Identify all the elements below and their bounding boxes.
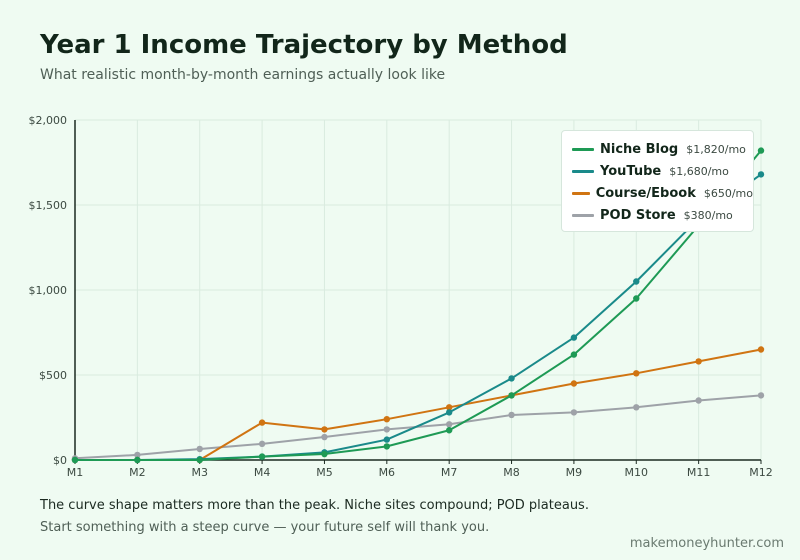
data-point-niche-blog [321, 450, 328, 458]
data-point-pod-store [258, 440, 266, 448]
axes: $0 $500 $1,000 $1,500 $2,000 M1 M2 M3 M4 M5 M6 M7 M8… [29, 114, 773, 479]
data-point-pod-store [196, 445, 203, 453]
x-tick-label: M2 [129, 466, 146, 479]
data-point-course-ebook [570, 380, 578, 387]
data-point-course-ebook [695, 358, 702, 365]
data-point-course-ebook [757, 346, 765, 353]
data-point-youtube [383, 436, 391, 443]
series-niche-blog [71, 147, 765, 464]
legend-item-course-ebook: Course/Ebook $650/mo [572, 182, 753, 204]
legend-label: POD Store [600, 207, 676, 223]
data-point-niche-blog [508, 392, 515, 399]
data-point-niche-blog [633, 295, 640, 302]
legend-value: $380/mo [683, 208, 733, 222]
data-point-pod-store [757, 392, 765, 399]
data-point-pod-store [508, 411, 515, 419]
y-tick-label: $500 [39, 369, 67, 382]
x-tick-label: M12 [749, 466, 773, 479]
legend-item-niche-blog: Niche Blog $1,820/mo [572, 138, 753, 160]
data-point-niche-blog [71, 456, 79, 464]
x-tick-label: M3 [191, 466, 208, 479]
data-point-niche-blog [258, 453, 266, 460]
legend-item-pod-store: POD Store $380/mo [572, 204, 753, 226]
data-point-pod-store [570, 409, 578, 416]
data-point-pod-store [383, 426, 391, 433]
data-point-youtube [445, 409, 453, 416]
legend-swatch [572, 147, 594, 151]
data-point-pod-store [321, 433, 328, 441]
data-point-course-ebook [258, 419, 266, 426]
data-point-pod-store [633, 404, 640, 411]
data-point-youtube [633, 278, 640, 285]
line-chart: $0 $500 $1,000 $1,500 $2,000 M1 M2 M3 M4 M5 M6 M7 M8… [29, 114, 773, 479]
data-point-niche-blog [383, 443, 391, 450]
data-point-course-ebook [445, 404, 453, 411]
data-point-pod-store [445, 421, 453, 428]
y-tick-label: $2,000 [29, 114, 68, 127]
footnote-primary: The curve shape matters more than the pe… [40, 498, 589, 513]
x-tick-label: M4 [254, 466, 271, 479]
x-tick-label: M8 [503, 466, 520, 479]
y-tick-label: $1,500 [29, 199, 68, 212]
data-point-niche-blog [134, 456, 141, 464]
legend-label: YouTube [600, 163, 662, 179]
x-tick-label: M10 [625, 466, 649, 479]
data-point-youtube [508, 375, 515, 382]
legend-label: Course/Ebook [595, 185, 696, 201]
legend: Niche Blog $1,820/mo YouTube $1,680/mo C… [561, 130, 754, 232]
x-tick-label: M1 [67, 466, 84, 479]
chart-title: Year 1 Income Trajectory by Method [40, 30, 568, 60]
chart-subtitle: What realistic month-by-month earnings a… [40, 67, 446, 83]
series-line-niche-blog [74, 149, 762, 461]
data-point-youtube [570, 334, 578, 341]
legend-swatch [572, 191, 590, 195]
data-point-niche-blog [570, 351, 578, 358]
x-tick-label: M9 [566, 466, 583, 479]
x-tick-label: M11 [687, 466, 711, 479]
legend-swatch [572, 169, 594, 173]
source-credit: makemoneyhunter.com [629, 536, 784, 551]
legend-item-youtube: YouTube $1,680/mo [572, 160, 753, 182]
legend-label: Niche Blog [600, 141, 679, 157]
y-tick-label: $1,000 [29, 284, 68, 297]
y-tick-label: $0 [53, 454, 67, 467]
data-point-niche-blog [757, 147, 765, 154]
footnote-secondary: Start something with a steep curve — you… [40, 520, 490, 535]
data-point-course-ebook [383, 416, 391, 423]
legend-value: $650/mo [703, 186, 753, 200]
data-point-niche-blog [445, 427, 453, 434]
legend-value: $1,680/mo [669, 164, 729, 178]
data-point-course-ebook [633, 370, 640, 377]
x-tick-label: M6 [379, 466, 396, 479]
data-point-pod-store [695, 397, 702, 404]
data-point-pod-store [134, 451, 141, 459]
legend-value: $1,820/mo [686, 142, 746, 156]
x-tick-label: M7 [441, 466, 458, 479]
data-point-youtube [757, 171, 765, 178]
legend-swatch [572, 213, 594, 217]
data-point-course-ebook [321, 426, 328, 433]
data-point-niche-blog [196, 456, 203, 464]
x-tick-label: M5 [316, 466, 333, 479]
